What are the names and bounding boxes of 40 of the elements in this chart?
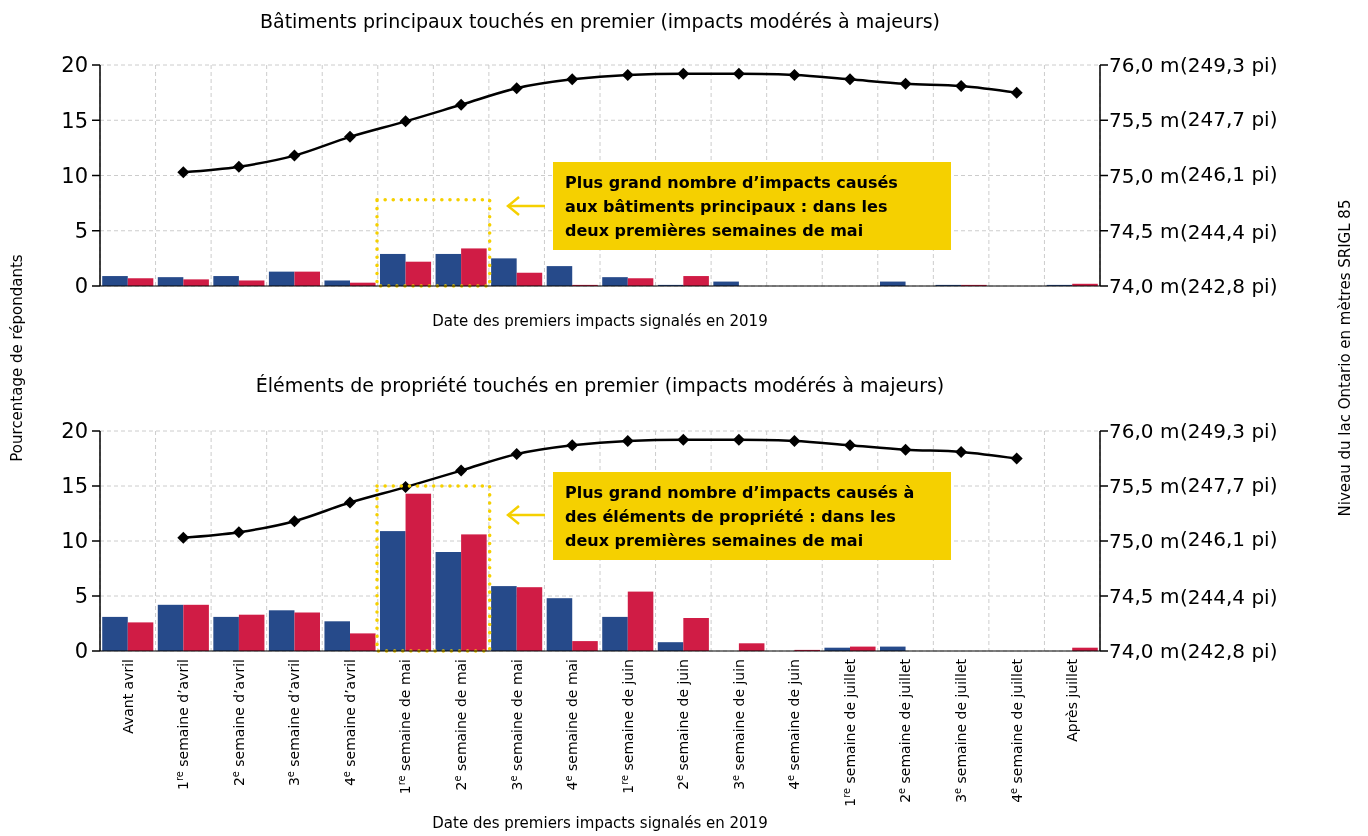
y-tick-label: 20 [61,419,88,444]
y-axis-title: Pourcentage de répondants [8,254,26,462]
y2-tick-label: 74,5 m [1109,584,1180,608]
y2-tick-label: 75,5 m [1109,474,1180,498]
y-tick-label: 5 [74,219,88,244]
x-tick-label: Avant avril [119,659,136,734]
y2-tick-label: 75,0 m [1109,163,1180,188]
y3-tick-label: (246,1 pi) [1180,161,1278,186]
y2-tick-label: 76,0 m [1109,419,1180,443]
y3-tick-label: (247,7 pi) [1180,473,1278,498]
y-tick-label: 10 [61,163,88,188]
y3-tick-label: (244,4 pi) [1180,584,1278,609]
y3-tick-label: (242,8 pi) [1180,274,1278,298]
y3-tick-label: (244,4 pi) [1180,219,1278,244]
y2-axis-title: Niveau du lac Ontario en mètres SRIGL 85 [1336,199,1354,517]
x-axis-title: Date des premiers impacts signalés en 2019 [432,814,768,832]
y-tick-label: 0 [74,274,88,299]
y3-tick-label: (249,3 pi) [1180,419,1278,443]
y-tick-label: 5 [74,584,88,609]
y2-tick-label: 74,5 m [1109,218,1180,243]
y-tick-label: 15 [61,108,88,133]
y3-tick-label: (247,7 pi) [1180,107,1278,132]
y-tick-label: 0 [74,639,88,664]
y2-tick-label: 74,0 m [1109,639,1180,663]
chart-title: Éléments de propriété touchés en premier (impacts modérés à majeurs) [255,374,945,396]
annotation: Plus grand nombre d’impacts causés à des éléments de propriété : dans les deux premières semaines de mai [565,483,915,550]
y2-tick-label: 74,0 m [1109,274,1180,298]
y2-tick-label: 75,0 m [1109,529,1180,553]
x-tick-label: Après juillet [1064,658,1081,742]
y2-tick-label: 76,0 m [1109,53,1180,77]
y-tick-label: 20 [61,53,88,78]
y3-tick-label: (242,8 pi) [1180,639,1278,663]
y-tick-label: 10 [61,529,88,554]
y3-tick-label: (249,3 pi) [1180,53,1278,77]
annotation: Plus grand nombre d’impacts causés aux bâtiments principaux : dans les deux premières semaines de mai [565,173,898,240]
x-axis-title: Date des premiers impacts signalés en 2019 [432,312,768,330]
chart-title: Bâtiments principaux touchés en premier (impacts modérés à majeurs) [259,10,941,32]
y2-tick-label: 75,5 m [1109,108,1180,133]
y3-tick-label: (246,1 pi) [1180,527,1278,552]
y-tick-label: 15 [61,474,88,499]
